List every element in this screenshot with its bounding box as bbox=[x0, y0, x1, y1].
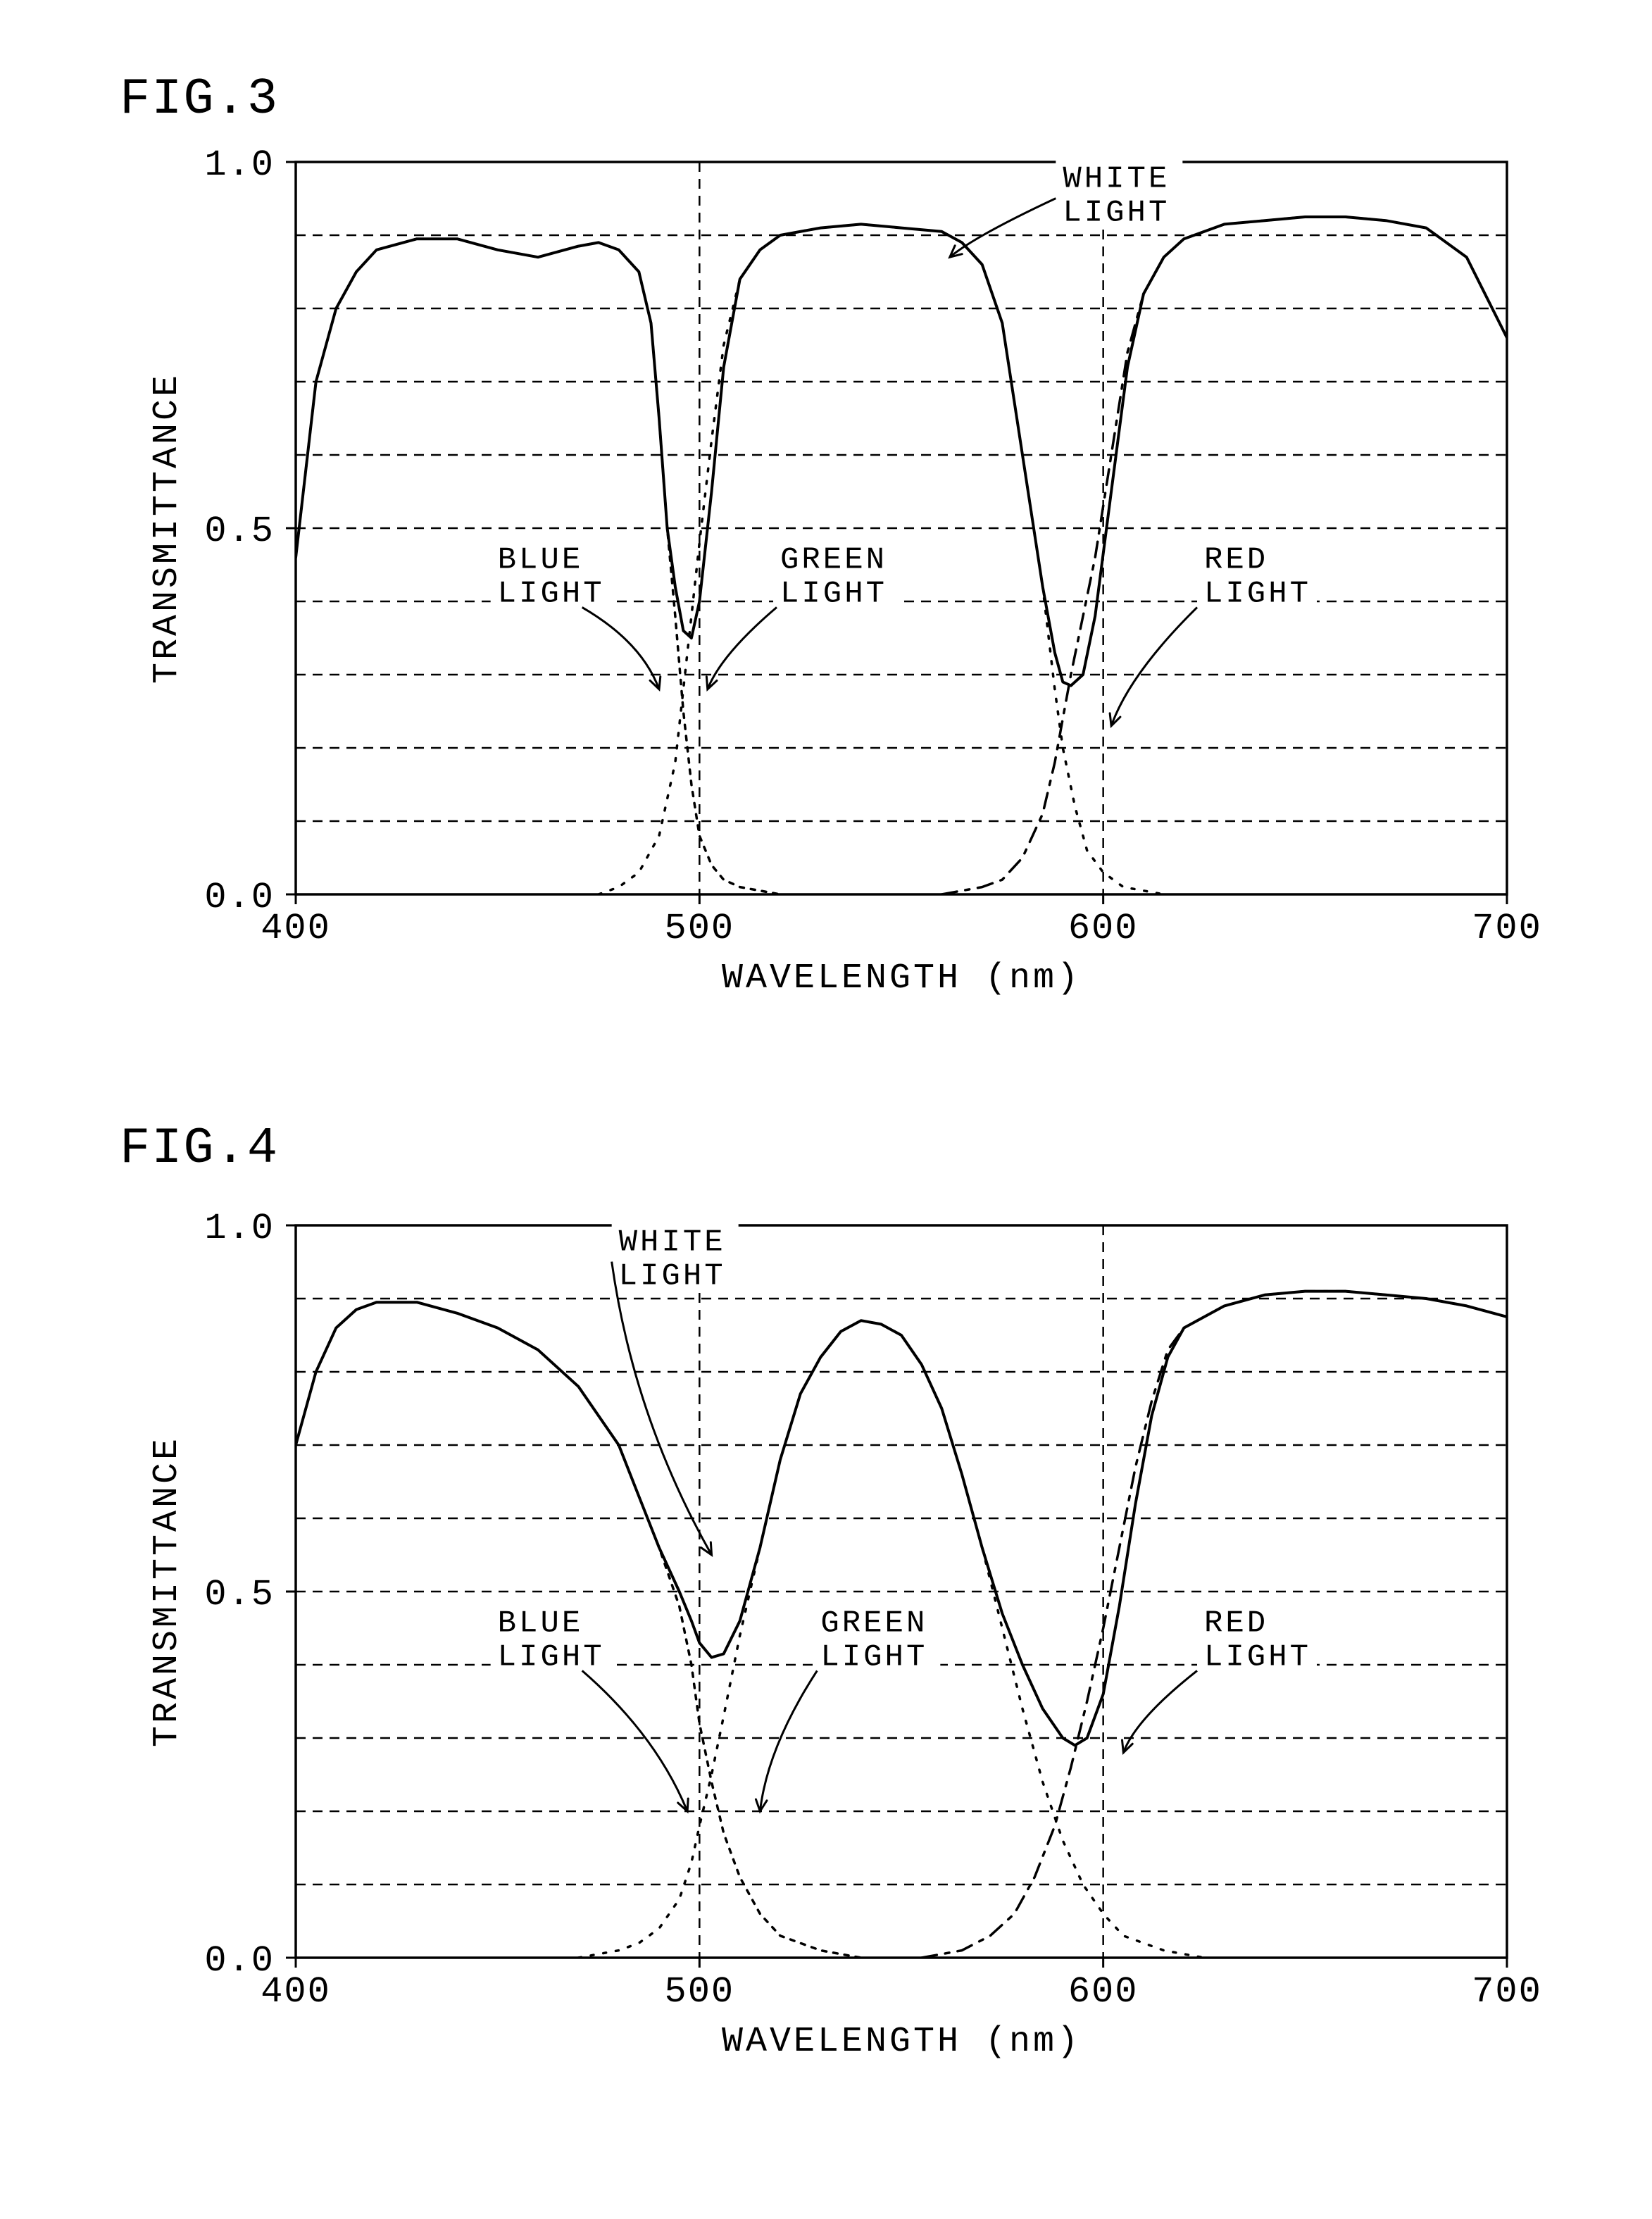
xtick-label: 500 bbox=[665, 1971, 735, 2013]
ytick-label: 0.5 bbox=[204, 1574, 275, 1615]
annot-blue-2: LIGHT bbox=[498, 1639, 605, 1675]
ylabel: TRANSMITTANCE bbox=[147, 1436, 187, 1747]
ytick-label: 1.0 bbox=[204, 144, 275, 186]
annot-green-1: GREEN bbox=[780, 542, 887, 577]
ytick-label: 1.0 bbox=[204, 1208, 275, 1249]
annot-white-1: WHITE bbox=[619, 1225, 726, 1261]
xtick-label: 600 bbox=[1068, 1971, 1139, 2013]
xtick-label: 700 bbox=[1472, 908, 1542, 949]
annot-blue-1: BLUE bbox=[498, 542, 584, 577]
ylabel: TRANSMITTANCE bbox=[147, 373, 187, 684]
xtick-label: 400 bbox=[261, 1971, 331, 2013]
annotation-arrow bbox=[582, 607, 659, 689]
xtick-label: 600 bbox=[1068, 908, 1139, 949]
annotation-arrow bbox=[1123, 1670, 1197, 1752]
annot-white-2: LIGHT bbox=[619, 1259, 726, 1294]
xtick-label: 400 bbox=[261, 908, 331, 949]
xlabel: WAVELENGTH (nm) bbox=[722, 2022, 1081, 2062]
annot-red-2: LIGHT bbox=[1204, 1639, 1311, 1675]
annotation-arrow bbox=[612, 1262, 712, 1555]
annot-green-2: LIGHT bbox=[780, 576, 887, 611]
annot-blue-1: BLUE bbox=[498, 1606, 584, 1641]
annot-green-1: GREEN bbox=[820, 1606, 927, 1641]
fig3-chart: 0.00.51.0400500600700WAVELENGTH (nm)TRAN… bbox=[0, 0, 1652, 1092]
xtick-label: 500 bbox=[665, 908, 735, 949]
ytick-label: 0.5 bbox=[204, 511, 275, 552]
annotation-arrow bbox=[708, 607, 777, 689]
annotation-arrow bbox=[1111, 607, 1197, 725]
annot-white-2: LIGHT bbox=[1063, 196, 1170, 231]
annot-red-1: RED bbox=[1204, 1606, 1268, 1641]
annot-green-2: LIGHT bbox=[820, 1639, 927, 1675]
series-white bbox=[296, 217, 1507, 686]
series-white bbox=[296, 1292, 1507, 1746]
fig4-chart: 0.00.51.0400500600700WAVELENGTH (nm)TRAN… bbox=[0, 1056, 1652, 2183]
xtick-label: 700 bbox=[1472, 1971, 1542, 2013]
annot-blue-2: LIGHT bbox=[498, 576, 605, 611]
annot-white-1: WHITE bbox=[1063, 162, 1170, 197]
annot-red-1: RED bbox=[1204, 542, 1268, 577]
annotation-arrow bbox=[760, 1670, 817, 1811]
annotation-arrow bbox=[582, 1670, 687, 1811]
annot-red-2: LIGHT bbox=[1204, 576, 1311, 611]
xlabel: WAVELENGTH (nm) bbox=[722, 958, 1081, 999]
plot-frame bbox=[296, 162, 1507, 894]
